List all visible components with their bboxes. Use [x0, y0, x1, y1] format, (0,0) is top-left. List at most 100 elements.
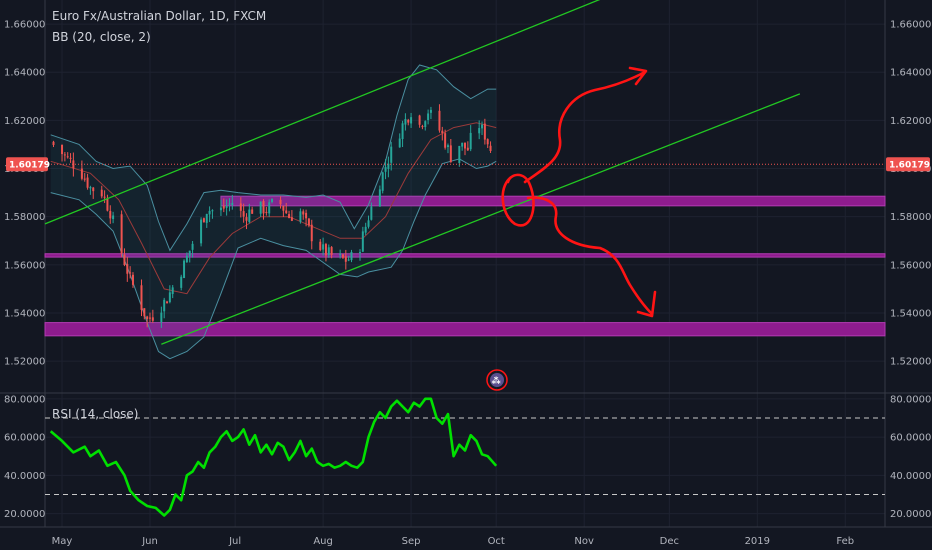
candle-body — [299, 211, 302, 222]
candle-body — [421, 126, 424, 128]
candle-body — [61, 144, 64, 155]
candle-body — [364, 226, 367, 233]
time-tick: Aug — [313, 536, 333, 547]
candle-body — [370, 206, 373, 220]
candle-body — [344, 256, 347, 262]
candle-body — [307, 218, 310, 226]
candle-body — [401, 123, 404, 140]
time-tick: Sep — [402, 536, 421, 547]
candle-body — [285, 210, 288, 214]
candle-body — [449, 145, 452, 163]
candle-body — [350, 251, 353, 261]
price-tick-left: 1.64000 — [4, 68, 45, 79]
candle-body — [211, 210, 214, 212]
annotation-bullish-arrowhead — [628, 66, 648, 86]
price-tick-left: 1.56000 — [4, 260, 45, 271]
candle-body — [302, 211, 305, 215]
candle-body — [63, 154, 66, 156]
candle-body — [160, 312, 163, 323]
candle-body — [92, 187, 95, 192]
candle-body — [131, 274, 134, 285]
candle-body — [361, 231, 364, 252]
candle-body — [347, 259, 350, 261]
candle-body — [441, 130, 444, 134]
candle-body — [461, 142, 464, 147]
candle-body — [248, 209, 251, 222]
candle-body — [384, 167, 387, 172]
candle-body — [205, 213, 208, 223]
price-tick-right: 1.62000 — [890, 116, 931, 127]
candle-body — [381, 172, 384, 191]
candle-body — [191, 243, 194, 250]
candle-body — [239, 203, 242, 211]
candle-body — [83, 178, 86, 180]
price-tick-left: 1.54000 — [4, 308, 45, 319]
bb-indicator-label: BB (20, close, 2) — [52, 30, 151, 44]
candle-body — [149, 317, 151, 319]
candle-body — [228, 203, 231, 205]
bb-upper-line — [50, 64, 497, 252]
candle-body — [481, 124, 484, 129]
candle-body — [466, 147, 469, 151]
candle-body — [341, 254, 344, 258]
candle-body — [322, 244, 325, 250]
time-tick: Feb — [836, 536, 854, 547]
event-badge[interactable]: ⁂ — [486, 369, 508, 391]
price-tick-right: 1.66000 — [890, 20, 931, 31]
trend-channel — [44, 0, 801, 345]
price-tick-left: 1.58000 — [4, 212, 45, 223]
candle-body — [489, 145, 492, 151]
time-tick: May — [52, 536, 73, 547]
candle-body — [180, 276, 183, 288]
candle-body — [464, 142, 466, 149]
candle-body — [52, 141, 55, 145]
candle-body — [188, 250, 191, 257]
candle-body — [410, 117, 413, 124]
candle-body — [458, 145, 461, 163]
candle-body — [324, 243, 327, 256]
price-tick-left: 1.62000 — [4, 116, 45, 127]
time-tick: Dec — [660, 536, 679, 547]
candle-body — [339, 254, 342, 256]
candle-body — [438, 110, 441, 131]
price-tick-right: 1.52000 — [890, 357, 931, 368]
candle-body — [103, 196, 106, 198]
candle-body — [446, 145, 449, 148]
candle-body — [231, 203, 234, 206]
candle-body — [469, 132, 472, 150]
candle-body — [200, 219, 203, 244]
price-tick-left: 1.52000 — [4, 357, 45, 368]
time-tick: Oct — [488, 536, 505, 547]
price-tick-right: 1.58000 — [890, 212, 931, 223]
channel-lower-line — [161, 93, 801, 345]
candle-body — [242, 211, 245, 217]
time-tick: 2019 — [745, 536, 770, 547]
annotation-circle — [501, 173, 535, 227]
candle-body — [483, 123, 486, 140]
candle-body — [327, 247, 330, 256]
candle-body — [163, 299, 166, 312]
candle-body — [140, 285, 143, 310]
channel-upper-line — [44, 0, 601, 225]
candle-body — [398, 138, 401, 148]
candle-body — [282, 205, 285, 211]
event-badge-icon: ⁂ — [492, 376, 502, 387]
price-tick-right: 1.56000 — [890, 260, 931, 271]
candle-body — [106, 198, 109, 211]
candle-body — [166, 301, 169, 304]
candle-body — [330, 247, 333, 255]
candle-body — [171, 287, 174, 294]
support-zone-1 — [44, 253, 886, 258]
candle-body — [288, 214, 291, 219]
candle-body — [219, 207, 222, 211]
candle-body — [290, 217, 293, 221]
last-price-badge-left: 1.60179 — [6, 157, 50, 172]
candle-body — [486, 139, 489, 145]
candlesticks — [45, 104, 885, 328]
rsi-pane — [45, 397, 885, 517]
candle-body — [225, 206, 228, 208]
candle-body — [387, 163, 390, 169]
support-zone-2 — [44, 322, 886, 337]
